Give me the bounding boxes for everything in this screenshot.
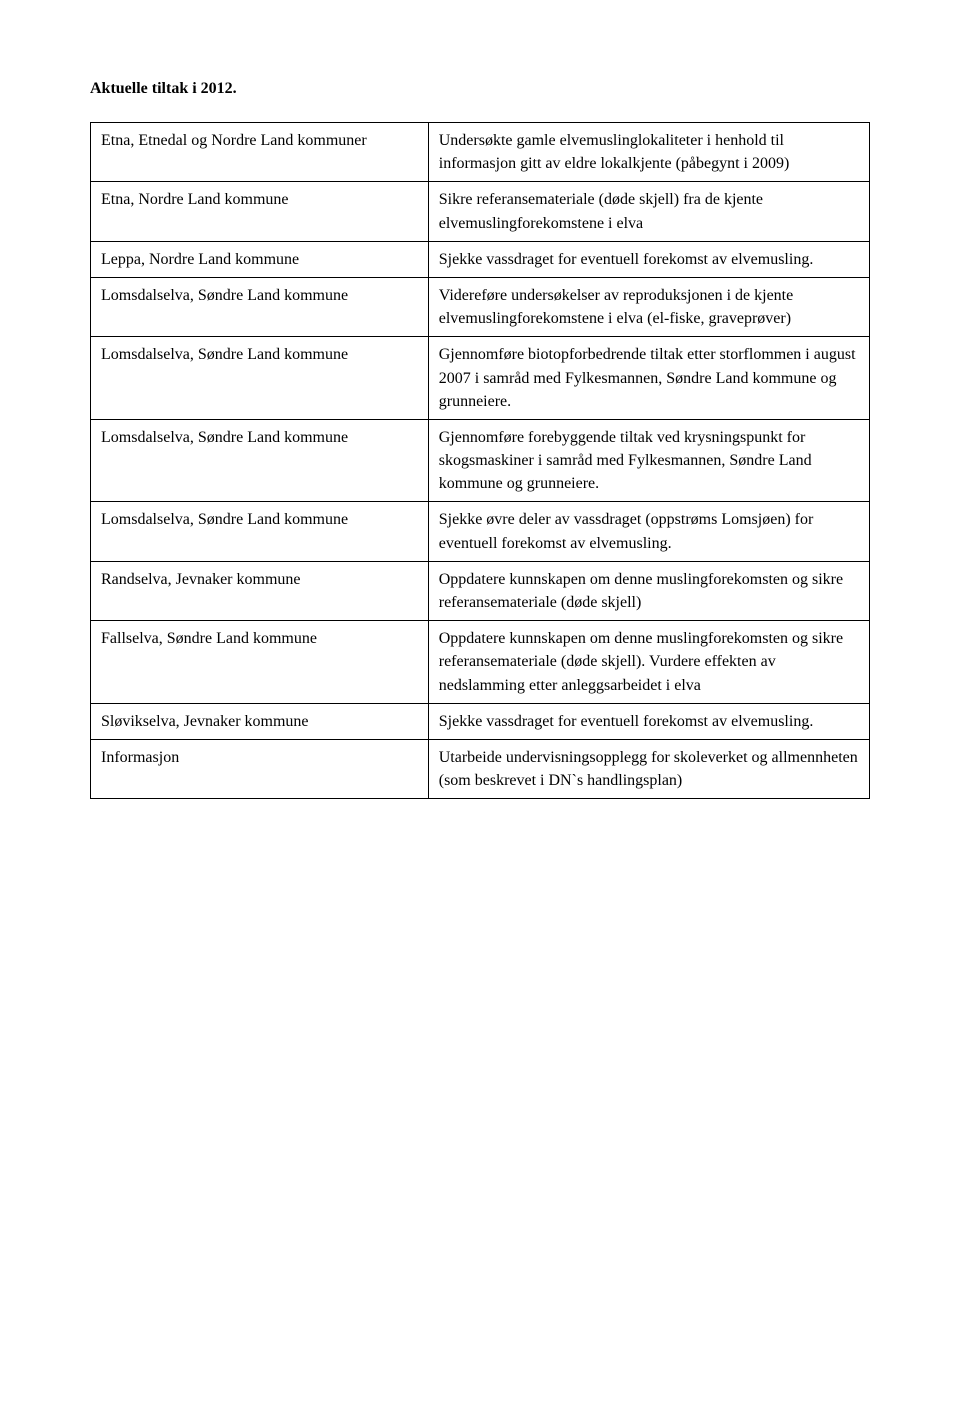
table-row: Etna, Etnedal og Nordre Land kommuner Un… [91, 123, 870, 182]
table-row: Fallselva, Søndre Land kommune Oppdatere… [91, 621, 870, 704]
table-cell-right: Oppdatere kunnskapen om denne muslingfor… [428, 621, 869, 704]
table-cell-right: Undersøkte gamle elvemuslinglokaliteter … [428, 123, 869, 182]
table-cell-left: Informasjon [91, 739, 429, 798]
table-cell-left: Etna, Etnedal og Nordre Land kommuner [91, 123, 429, 182]
table-cell-right: Sjekke vassdraget for eventuell forekoms… [428, 241, 869, 277]
table-cell-right: Sjekke øvre deler av vassdraget (oppstrø… [428, 502, 869, 561]
table-row: Lomsdalselva, Søndre Land kommune Gjenno… [91, 419, 870, 502]
table-row: Leppa, Nordre Land kommune Sjekke vassdr… [91, 241, 870, 277]
table-cell-left: Lomsdalselva, Søndre Land kommune [91, 502, 429, 561]
tiltak-table: Etna, Etnedal og Nordre Land kommuner Un… [90, 122, 870, 799]
table-row: Randselva, Jevnaker kommune Oppdatere ku… [91, 561, 870, 620]
table-row: Lomsdalselva, Søndre Land kommune Sjekke… [91, 502, 870, 561]
table-row: Lomsdalselva, Søndre Land kommune Videre… [91, 277, 870, 336]
table-row: Informasjon Utarbeide undervisningsopple… [91, 739, 870, 798]
table-cell-right: Gjennomføre forebyggende tiltak ved krys… [428, 419, 869, 502]
table-cell-right: Gjennomføre biotopforbedrende tiltak ett… [428, 337, 869, 420]
table-cell-left: Lomsdalselva, Søndre Land kommune [91, 419, 429, 502]
table-cell-left: Lomsdalselva, Søndre Land kommune [91, 277, 429, 336]
table-cell-left: Fallselva, Søndre Land kommune [91, 621, 429, 704]
table-cell-left: Leppa, Nordre Land kommune [91, 241, 429, 277]
table-row: Sløvikselva, Jevnaker kommune Sjekke vas… [91, 703, 870, 739]
table-cell-left: Etna, Nordre Land kommune [91, 182, 429, 241]
table-cell-right: Oppdatere kunnskapen om denne muslingfor… [428, 561, 869, 620]
page-title: Aktuelle tiltak i 2012. [90, 80, 870, 98]
table-cell-left: Randselva, Jevnaker kommune [91, 561, 429, 620]
table-row: Lomsdalselva, Søndre Land kommune Gjenno… [91, 337, 870, 420]
table-cell-left: Lomsdalselva, Søndre Land kommune [91, 337, 429, 420]
table-cell-left: Sløvikselva, Jevnaker kommune [91, 703, 429, 739]
table-cell-right: Sikre referansemateriale (døde skjell) f… [428, 182, 869, 241]
table-cell-right: Sjekke vassdraget for eventuell forekoms… [428, 703, 869, 739]
table-cell-right: Utarbeide undervisningsopplegg for skole… [428, 739, 869, 798]
table-row: Etna, Nordre Land kommune Sikre referans… [91, 182, 870, 241]
table-cell-right: Videreføre undersøkelser av reproduksjon… [428, 277, 869, 336]
